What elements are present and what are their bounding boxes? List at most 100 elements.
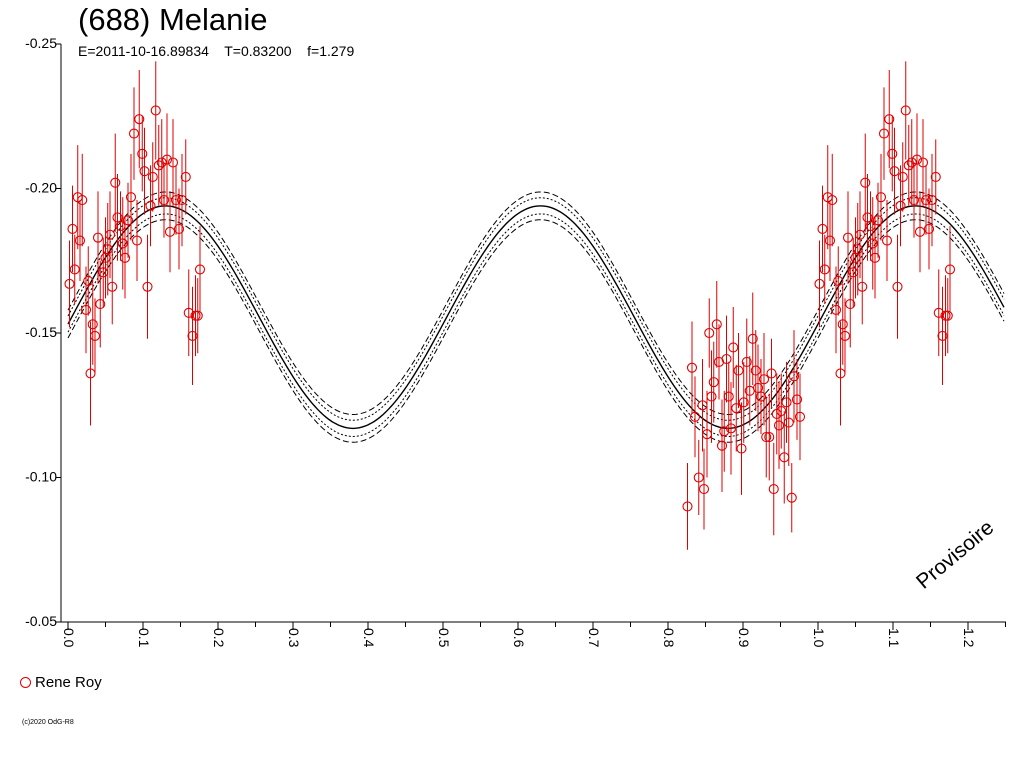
data-point	[897, 171, 908, 182]
data-point	[728, 342, 739, 353]
data-point	[887, 148, 898, 159]
data-point	[758, 374, 770, 385]
data-point	[920, 195, 932, 206]
data-point	[937, 330, 948, 341]
data-point	[755, 391, 767, 402]
data-point	[867, 238, 878, 249]
data-point	[872, 215, 884, 226]
data-point	[733, 365, 744, 376]
data-point	[716, 440, 728, 451]
data-point	[827, 195, 838, 206]
model-fit-curve	[67, 205, 1005, 430]
legend-marker-icon	[20, 677, 31, 688]
data-point	[881, 235, 893, 246]
data-point	[682, 501, 693, 512]
data-point	[884, 114, 895, 125]
data-point	[153, 160, 164, 171]
data-point	[83, 275, 94, 287]
data-point	[147, 171, 158, 182]
data-point	[731, 403, 742, 414]
data-point	[693, 472, 704, 483]
data-point	[704, 327, 715, 339]
data-point	[892, 281, 903, 292]
data-point	[814, 278, 825, 289]
data-point	[187, 330, 198, 341]
y-tick-label: -0.20	[25, 180, 57, 196]
x-tick-label: 0.2	[211, 628, 227, 648]
x-tick-label: 0.7	[586, 628, 602, 648]
data-point	[903, 160, 914, 171]
data-point	[761, 431, 772, 443]
data-point	[875, 192, 887, 203]
data-point	[933, 307, 944, 318]
x-tick-label: 0.1	[136, 628, 152, 648]
x-tick-label: 1.2	[961, 628, 977, 648]
data-point	[794, 411, 806, 422]
data-point	[167, 157, 179, 168]
data-point	[87, 319, 98, 330]
data-point	[942, 310, 953, 321]
data-point	[878, 128, 890, 139]
data-point	[194, 264, 206, 275]
x-tick-label: 0.9	[736, 628, 752, 648]
legend: Rene Roy	[20, 674, 102, 691]
data-point	[738, 397, 749, 408]
data-point	[773, 420, 785, 431]
data-point	[131, 235, 143, 246]
data-point	[125, 192, 137, 203]
x-tick-label: 0.5	[436, 628, 452, 648]
data-point	[819, 264, 830, 275]
data-point	[842, 232, 854, 243]
data-point	[192, 310, 203, 321]
data-point	[854, 229, 866, 240]
data-point	[766, 368, 777, 379]
data-point	[725, 423, 737, 434]
data-point	[837, 319, 848, 330]
data-point	[750, 365, 761, 376]
data-point	[783, 417, 794, 428]
data-point	[711, 319, 722, 330]
data-point	[944, 264, 956, 275]
data-point	[122, 215, 134, 226]
y-tick-label: -0.15	[25, 324, 57, 340]
data-point	[164, 226, 176, 237]
data-point	[69, 264, 80, 275]
data-point	[926, 195, 938, 206]
data-point	[89, 330, 101, 341]
x-tick-label: 0.0	[61, 628, 77, 648]
model-outer-band-lower	[67, 219, 1005, 443]
data-point	[723, 391, 734, 402]
data-point	[708, 377, 719, 388]
data-point	[923, 223, 935, 235]
data-point	[67, 223, 78, 235]
data-point	[142, 281, 153, 292]
data-point	[908, 195, 920, 206]
data-point	[776, 405, 787, 417]
data-point	[139, 166, 150, 177]
y-tick-label: -0.10	[25, 469, 57, 485]
data-point	[161, 154, 173, 165]
data-point	[110, 177, 121, 188]
data-point	[900, 105, 911, 116]
data-point	[77, 195, 88, 206]
x-tick-label: 0.4	[361, 628, 377, 648]
data-point	[689, 411, 701, 422]
data-point	[150, 105, 161, 116]
data-point	[128, 128, 140, 139]
y-tick-label: -0.05	[25, 613, 57, 629]
epoch-label: E=2011-10-16.89834	[78, 43, 209, 59]
data-point	[788, 371, 800, 382]
data-point	[764, 431, 775, 443]
data-point	[747, 333, 758, 344]
data-point	[137, 148, 148, 159]
data-point	[145, 200, 156, 211]
data-point	[176, 195, 188, 206]
x-tick-label: 1.0	[811, 628, 827, 648]
data-point	[752, 382, 764, 393]
data-point	[80, 304, 92, 315]
data-point	[839, 330, 851, 341]
data-point	[906, 157, 917, 168]
x-tick-label: 1.1	[886, 628, 902, 648]
model-outer-band-upper	[67, 191, 1005, 416]
